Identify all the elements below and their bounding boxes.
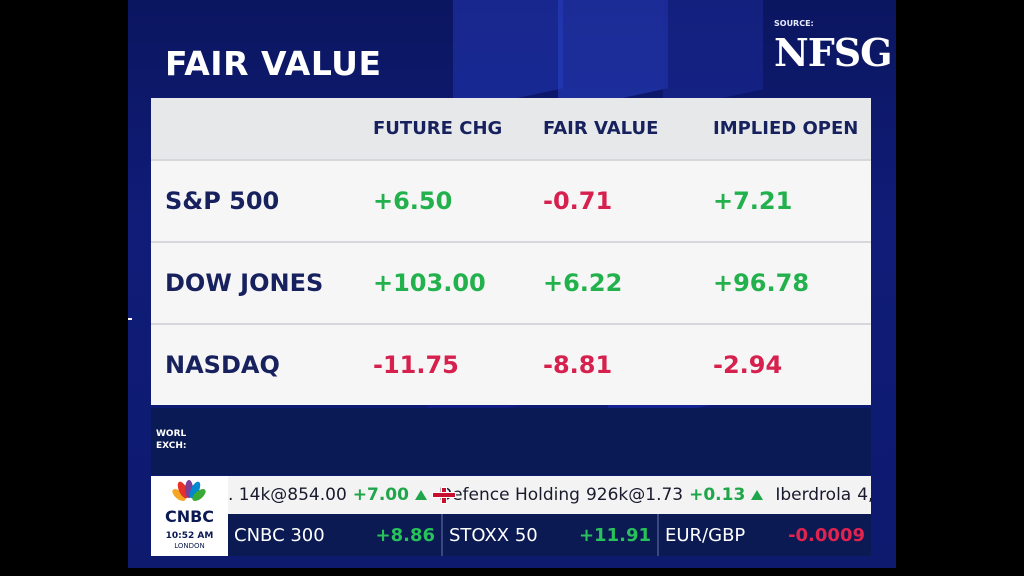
ticker-lead-price: @854.00 <box>270 485 347 505</box>
world-exchanges-label: WORL EXCH: <box>156 428 187 452</box>
ticker-lead-change: +7.00 <box>352 485 409 505</box>
world-label-line1: WORL <box>156 429 187 439</box>
index-name: S&P 500 <box>151 159 372 242</box>
broadcast-time: 10:52 AM <box>165 531 214 541</box>
future-chg-value: +103.00 <box>372 241 542 324</box>
network-bug: CNBC 10:52 AM LONDON <box>151 476 228 556</box>
future-chg-value: +6.50 <box>372 159 542 242</box>
table-row: NASDAQ -11.75 -8.81 -2.94 <box>151 323 871 405</box>
index-name: STOXX 50 <box>449 524 538 546</box>
ticker-item2-name: Defence Holding <box>438 485 580 505</box>
index-change: +8.86 <box>375 524 436 546</box>
index-name: DOW JONES <box>151 241 372 324</box>
source-logo: NFSG <box>774 30 893 75</box>
up-arrow-icon <box>414 490 427 500</box>
ticker-item3-tail: 4,4 <box>857 485 871 505</box>
world-label-line2: EXCH: <box>156 441 187 451</box>
index-change: -0.0009 <box>788 524 865 546</box>
column-header-index <box>151 98 372 160</box>
index-name: EUR/GBP <box>665 524 746 546</box>
world-exchanges-band: WORL EXCH: <box>151 408 871 475</box>
ticker-lead-qty: . 14k <box>228 485 271 505</box>
column-header-implied-open: IMPLIED OPEN <box>712 98 871 160</box>
fair-value-value: -8.81 <box>542 323 712 405</box>
ticker-item2-qty: 926k <box>585 485 629 505</box>
network-logo-text: CNBC <box>164 507 215 526</box>
stock-ticker-top: . 14k @854.00 +7.00 Defence Holding 926k… <box>228 476 871 514</box>
background-cube <box>558 0 668 112</box>
implied-open-value: +7.21 <box>712 159 871 242</box>
fair-value-value: -0.71 <box>542 159 712 242</box>
future-chg-value: -11.75 <box>372 323 542 405</box>
ticker-item2-price: @1.73 <box>628 485 684 505</box>
index-ticker-item: CNBC 300 +8.86 <box>228 514 443 556</box>
column-header-fair-value: FAIR VALUE <box>542 98 712 160</box>
background-cube <box>663 0 763 111</box>
edge-mark <box>128 318 132 320</box>
column-header-future-chg: FUTURE CHG <box>372 98 542 160</box>
source-label: SOURCE: <box>774 19 814 28</box>
background-cube <box>453 0 563 112</box>
table-header-row: FUTURE CHG FAIR VALUE IMPLIED OPEN <box>151 98 871 160</box>
index-name: NASDAQ <box>151 323 372 405</box>
index-change: +11.91 <box>578 524 651 546</box>
implied-open-value: -2.94 <box>712 323 871 405</box>
index-name: CNBC 300 <box>234 524 325 546</box>
broadcast-city: LONDON <box>174 542 205 550</box>
ticker-item2-change: +0.13 <box>689 485 746 505</box>
up-arrow-icon <box>751 490 764 500</box>
peacock-logo-icon <box>172 480 206 501</box>
index-ticker-bottom: CNBC 300 +8.86 STOXX 50 +11.91 EUR/GBP -… <box>228 514 871 556</box>
page-title: FAIR VALUE <box>165 44 382 83</box>
broadcast-frame: FAIR VALUE SOURCE: NFSG FUTURE CHG FAIR … <box>128 0 896 568</box>
index-ticker-item: STOXX 50 +11.91 <box>443 514 659 556</box>
table-row: DOW JONES +103.00 +6.22 +96.78 <box>151 241 871 324</box>
table-row: S&P 500 +6.50 -0.71 +7.21 <box>151 159 871 242</box>
index-ticker-item: EUR/GBP -0.0009 <box>659 514 871 556</box>
implied-open-value: +96.78 <box>712 241 871 324</box>
ticker-item3-name: Iberdrola <box>775 485 852 505</box>
fair-value-table: FUTURE CHG FAIR VALUE IMPLIED OPEN S&P 5… <box>151 98 871 405</box>
fair-value-value: +6.22 <box>542 241 712 324</box>
